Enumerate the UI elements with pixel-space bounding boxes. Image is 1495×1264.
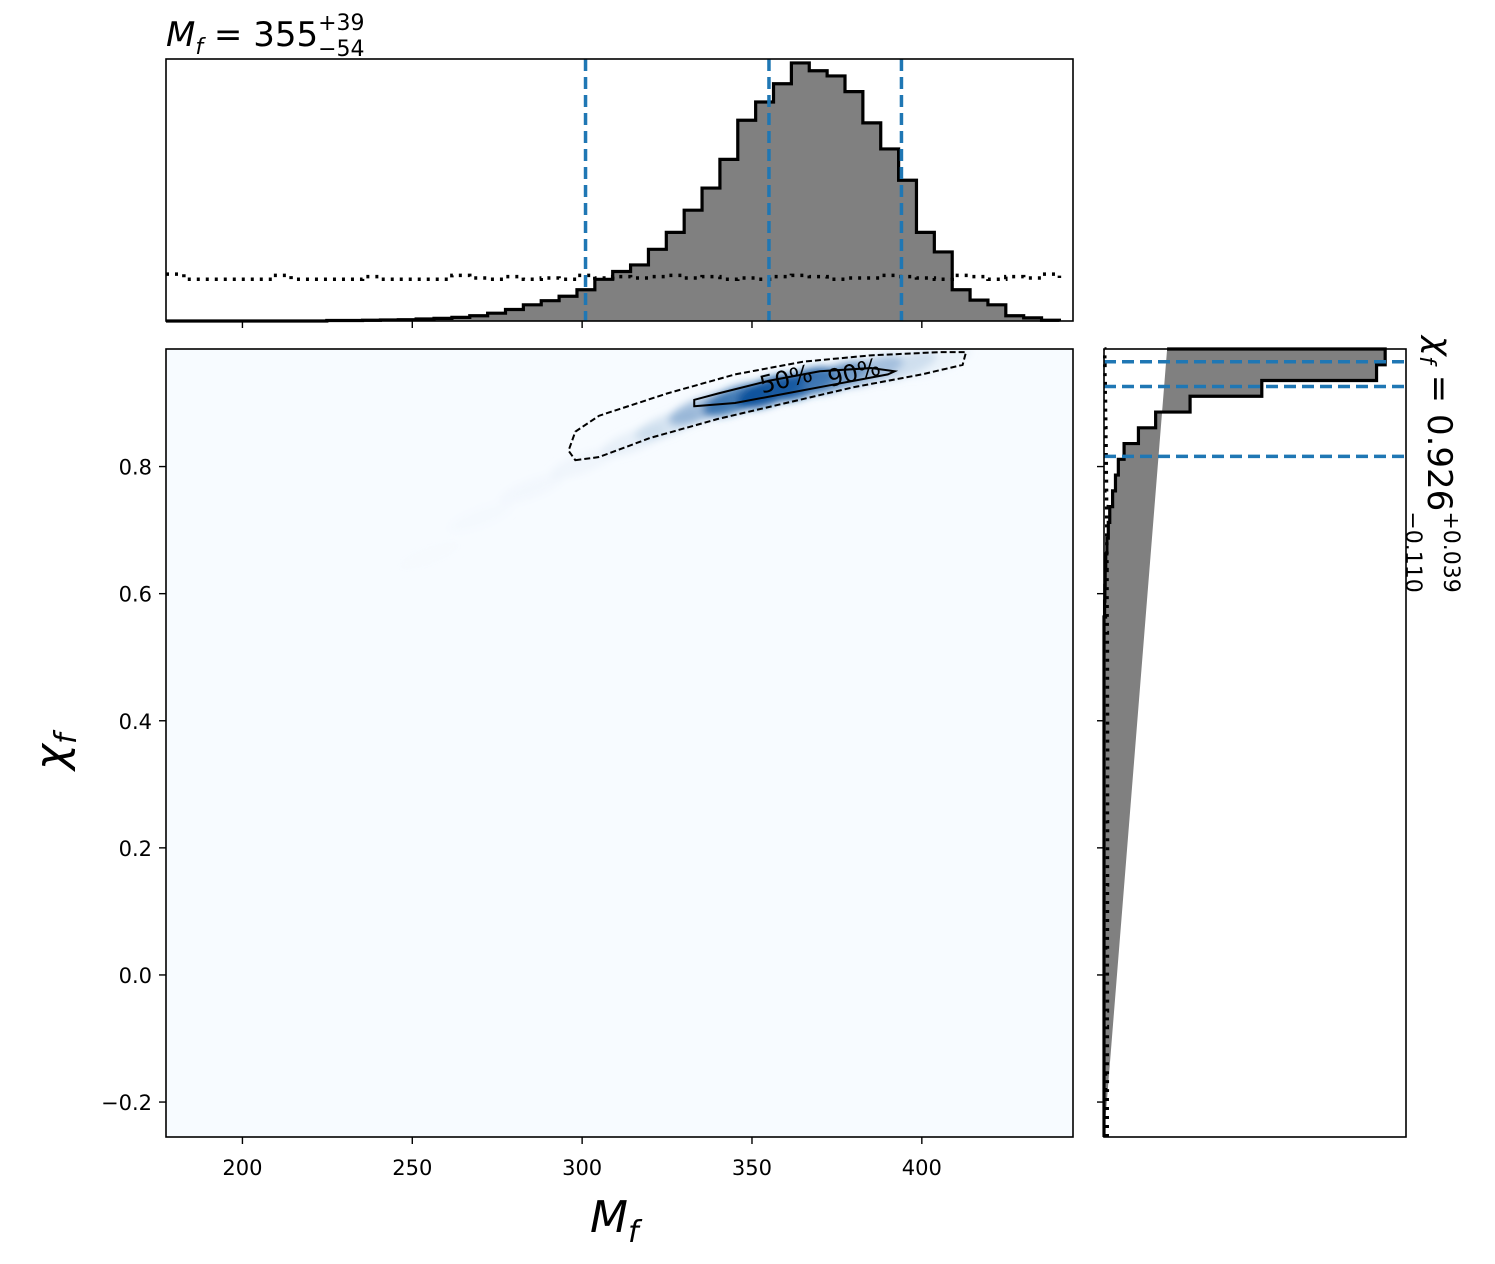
- top-axes-frame: [165, 58, 1074, 322]
- right-yticks: [1097, 465, 1104, 1103]
- heatmap-cell: [397, 540, 462, 571]
- right-hist-bar: [1104, 428, 1138, 444]
- right-axes-frame: [1103, 348, 1407, 1138]
- title-var: M: [166, 15, 195, 55]
- contour-90: [567, 351, 968, 462]
- top-histogram-group: [166, 59, 1062, 323]
- top-xticks: [241, 321, 923, 328]
- rtitle-subscript: −0.110: [1400, 511, 1425, 592]
- heatmap-cell: [448, 502, 513, 533]
- y-axis-label: χf: [26, 729, 84, 772]
- rtitle-eq: = 0.926: [1419, 364, 1459, 511]
- contour-50: [693, 367, 899, 408]
- title-sup: +39: [318, 11, 364, 36]
- joint-heatmap: [397, 349, 971, 571]
- y-tick-label: −0.2: [101, 1091, 152, 1115]
- title-subscript: −54: [318, 37, 364, 62]
- rtitle-sup: +0.039: [1438, 511, 1463, 592]
- svg-text:χf = 0.926+0.039: χf = 0.926+0.039: [1414, 334, 1463, 593]
- y-tick-label: 0.2: [119, 837, 152, 861]
- x-tick-label: 250: [392, 1156, 432, 1180]
- right-posterior-step: [1102, 347, 1387, 1137]
- title-var-sub: f: [195, 35, 206, 60]
- rtitle-var: χ: [1419, 334, 1459, 358]
- xlabel-var: M: [590, 1192, 628, 1243]
- heatmap-cell: [906, 349, 971, 377]
- y-tick-label: 0.4: [119, 710, 152, 734]
- right-histogram-group: [1102, 347, 1406, 1137]
- joint-yticks: −0.2 0.0 0.2 0.4 0.6 0.8: [101, 456, 166, 1115]
- y-tick-label: 0.0: [119, 964, 152, 988]
- joint-background: [166, 349, 1073, 1137]
- ylabel-var: χ: [26, 742, 77, 772]
- x-tick-label: 300: [562, 1156, 602, 1180]
- top-posterior-step: [166, 61, 1062, 323]
- x-tick-label: 200: [222, 1156, 262, 1180]
- right-hist-bar: [1104, 475, 1115, 491]
- joint-density-panel: 50% 90% 200 250 300 350 400 −0.20.00.20.40.60…: [26, 348, 1074, 1250]
- top-marginal-histogram: Mf = 355+39 −54: [165, 11, 1074, 328]
- rtitle-var-sub: f: [1414, 356, 1439, 367]
- right-marginal-title: χf = 0.926+0.039 −0.110: [1400, 334, 1463, 593]
- x-axis-label: Mf: [590, 1192, 643, 1250]
- x-tick-label: 400: [902, 1156, 942, 1180]
- ylabel-var-sub: f: [49, 729, 84, 744]
- joint-axes-frame: [165, 348, 1074, 1138]
- top-prior-step: [166, 272, 1062, 282]
- joint-xticks: 200 250 300 350 400: [222, 1137, 942, 1180]
- xlabel-var-sub: f: [628, 1215, 643, 1250]
- heatmap-cell: [550, 448, 615, 479]
- top-marginal-title: Mf = 355+39: [166, 11, 365, 60]
- heatmap-cell: [499, 474, 564, 504]
- x-tick-label: 350: [732, 1156, 772, 1180]
- right-marginal-histogram: χf = 0.926+0.039 −0.110: [1097, 334, 1463, 1138]
- right-hist-bar: [1104, 412, 1156, 428]
- y-tick-label: 0.8: [119, 456, 152, 480]
- title-eq: = 355: [203, 15, 318, 55]
- y-tick-label: 0.6: [119, 583, 152, 607]
